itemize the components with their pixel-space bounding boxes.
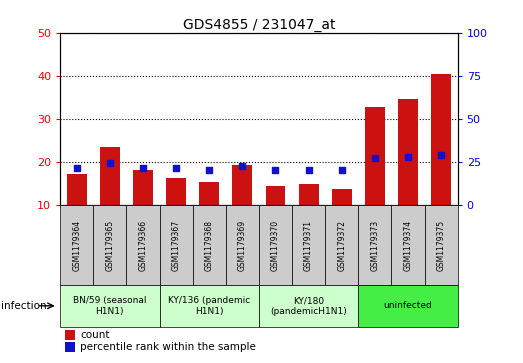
Text: GSM1179368: GSM1179368	[204, 220, 214, 270]
Text: KY/136 (pandemic
H1N1): KY/136 (pandemic H1N1)	[168, 296, 251, 315]
Text: BN/59 (seasonal
H1N1): BN/59 (seasonal H1N1)	[73, 296, 146, 315]
Point	[337, 167, 346, 173]
Text: GSM1179373: GSM1179373	[370, 220, 379, 270]
Text: GSM1179366: GSM1179366	[139, 220, 147, 270]
Bar	[332, 189, 351, 205]
Text: GSM1179367: GSM1179367	[172, 220, 180, 270]
Bar	[67, 174, 87, 205]
Text: GSM1179365: GSM1179365	[105, 220, 115, 270]
Point	[371, 155, 379, 160]
Point	[139, 165, 147, 171]
Text: uninfected: uninfected	[383, 301, 433, 310]
Point	[437, 152, 445, 158]
Text: percentile rank within the sample: percentile rank within the sample	[80, 342, 256, 352]
Bar	[431, 74, 451, 205]
Text: GSM1179371: GSM1179371	[304, 220, 313, 270]
Point	[304, 167, 313, 173]
Text: GSM1179374: GSM1179374	[403, 220, 413, 270]
Text: infection: infection	[1, 301, 46, 311]
Point	[205, 167, 213, 173]
Bar	[232, 166, 252, 205]
Bar	[166, 178, 186, 205]
Bar	[398, 99, 418, 205]
Point	[172, 165, 180, 171]
Point	[271, 167, 280, 173]
Title: GDS4855 / 231047_at: GDS4855 / 231047_at	[183, 18, 335, 32]
Text: GSM1179370: GSM1179370	[271, 220, 280, 270]
Bar	[100, 147, 120, 205]
Bar	[199, 182, 219, 205]
Text: GSM1179372: GSM1179372	[337, 220, 346, 270]
Text: GSM1179375: GSM1179375	[437, 220, 446, 270]
Text: GSM1179369: GSM1179369	[238, 220, 247, 270]
Bar	[299, 184, 319, 205]
Text: KY/180
(pandemicH1N1): KY/180 (pandemicH1N1)	[270, 296, 347, 315]
Point	[404, 154, 412, 160]
Bar	[266, 186, 286, 205]
Point	[238, 163, 246, 169]
Text: GSM1179364: GSM1179364	[72, 220, 81, 270]
Bar	[133, 170, 153, 205]
Bar	[365, 107, 385, 205]
Point	[106, 160, 114, 166]
Point	[73, 165, 81, 171]
Text: count: count	[80, 330, 109, 340]
